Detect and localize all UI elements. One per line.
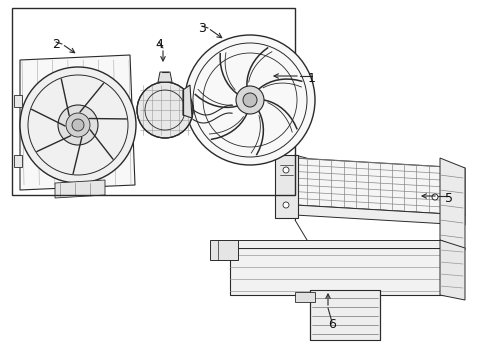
Text: 1: 1 [308, 72, 316, 85]
Circle shape [243, 93, 257, 107]
Polygon shape [310, 290, 380, 340]
Bar [14, 95, 22, 107]
Circle shape [283, 202, 289, 208]
Polygon shape [440, 158, 465, 250]
Polygon shape [295, 158, 465, 215]
Circle shape [185, 35, 315, 165]
Polygon shape [275, 155, 298, 218]
Circle shape [72, 119, 84, 131]
Circle shape [58, 105, 98, 145]
Polygon shape [55, 180, 105, 198]
Circle shape [137, 82, 193, 138]
Circle shape [432, 194, 438, 200]
Text: 4: 4 [155, 38, 163, 51]
Text: 2: 2 [52, 38, 60, 51]
Circle shape [236, 86, 264, 114]
Polygon shape [20, 55, 135, 190]
Polygon shape [158, 72, 172, 82]
Circle shape [66, 113, 90, 137]
Text: 3: 3 [198, 22, 206, 35]
Polygon shape [230, 248, 460, 295]
Polygon shape [295, 292, 315, 302]
Polygon shape [210, 240, 238, 260]
Polygon shape [440, 240, 465, 300]
Text: 6: 6 [328, 318, 336, 331]
Circle shape [283, 167, 289, 173]
Bar [14, 155, 22, 167]
Bar [12, 8, 295, 195]
Polygon shape [295, 205, 465, 225]
Polygon shape [230, 240, 460, 248]
Text: 5: 5 [445, 192, 453, 205]
Polygon shape [183, 85, 192, 118]
Circle shape [20, 67, 136, 183]
